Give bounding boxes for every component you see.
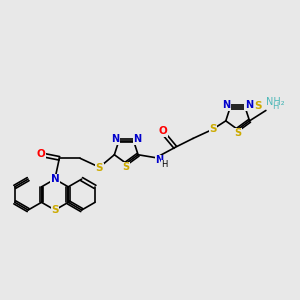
- Text: H: H: [161, 160, 167, 169]
- Text: S: S: [234, 128, 241, 138]
- Text: O: O: [37, 149, 45, 160]
- Text: N: N: [222, 100, 230, 110]
- Text: NH₂: NH₂: [266, 97, 284, 106]
- Text: S: S: [123, 162, 130, 172]
- Text: O: O: [159, 126, 168, 136]
- Text: S: S: [209, 124, 217, 134]
- Text: S: S: [96, 163, 103, 173]
- Text: H: H: [272, 102, 279, 111]
- Text: S: S: [51, 205, 59, 215]
- Text: N: N: [111, 134, 119, 144]
- Text: S: S: [254, 101, 262, 111]
- Text: N: N: [50, 174, 59, 184]
- Text: N: N: [134, 134, 142, 144]
- Text: N: N: [155, 155, 164, 165]
- Text: N: N: [245, 100, 253, 110]
